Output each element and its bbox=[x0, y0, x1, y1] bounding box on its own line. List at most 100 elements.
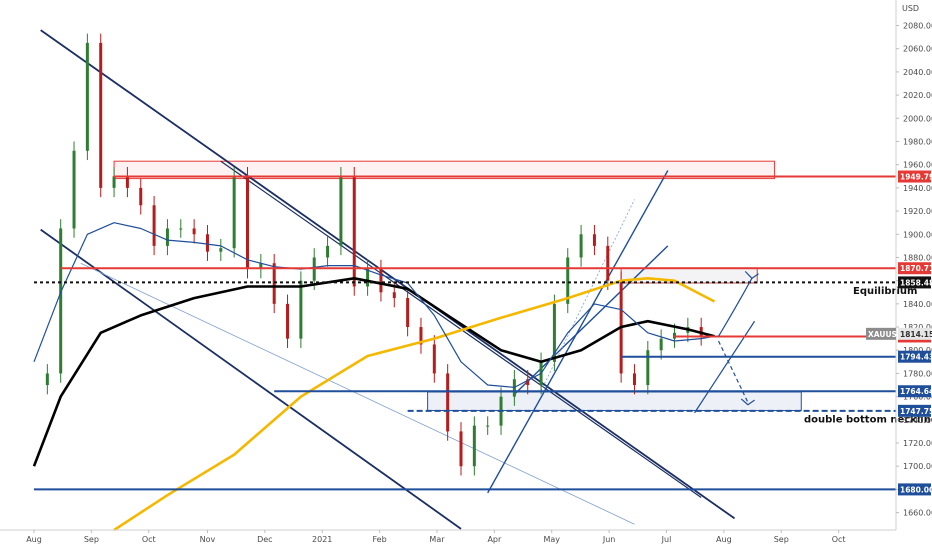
price-tick-label: 1660.00 bbox=[903, 509, 932, 518]
channel-lower-line bbox=[40, 228, 462, 530]
time-tick-label: May bbox=[543, 535, 560, 544]
candle-body bbox=[192, 228, 196, 235]
candle-body bbox=[259, 263, 263, 270]
channel-mid-line bbox=[80, 262, 635, 525]
level-price-tag bbox=[898, 483, 931, 496]
candle-body bbox=[286, 303, 290, 339]
candle-body bbox=[299, 280, 303, 339]
level-price-label: 1794.43 bbox=[900, 353, 932, 362]
price-tick-label: 2040.00 bbox=[903, 68, 932, 77]
candle-body bbox=[446, 373, 450, 432]
price-tick-label: 1720.00 bbox=[903, 439, 932, 448]
time-tick-label: 2021 bbox=[312, 535, 332, 544]
candle-body bbox=[139, 187, 143, 206]
candle-body bbox=[72, 150, 76, 229]
price-axis[interactable]: USD 1660.001680.001700.001720.001740.001… bbox=[896, 4, 932, 518]
projection-arrow-layer bbox=[717, 270, 759, 406]
candle-body bbox=[326, 245, 330, 258]
candle-body bbox=[379, 269, 383, 293]
level-price-tag bbox=[898, 385, 931, 398]
level-price-label: 1949.79 bbox=[900, 173, 932, 182]
time-tick-label: Sep bbox=[774, 535, 789, 544]
candle-body bbox=[165, 228, 169, 246]
candle-body bbox=[152, 205, 156, 246]
demand-zone bbox=[427, 391, 802, 412]
price-tick-label: 1840.00 bbox=[903, 300, 932, 309]
bullish-projection-arrow bbox=[718, 278, 753, 337]
level-price-label: 1747.75 bbox=[900, 407, 932, 416]
time-tick-label: Jul bbox=[661, 535, 672, 544]
time-tick-label: Aug bbox=[716, 535, 732, 544]
time-tick-label: Oct bbox=[832, 535, 846, 544]
level-price-tag bbox=[898, 170, 931, 183]
bearish-projection-arrow bbox=[717, 340, 749, 403]
time-tick-label: Apr bbox=[487, 535, 502, 544]
candle-body bbox=[552, 303, 556, 362]
candle-body bbox=[85, 42, 89, 151]
equilibrium-label: Equilibrium bbox=[853, 286, 917, 297]
current-price-label: 1814.15 bbox=[900, 330, 932, 339]
candle-body bbox=[659, 338, 663, 351]
price-tick-label: 1820.00 bbox=[903, 323, 932, 332]
moving-average-line bbox=[33, 222, 715, 388]
level-price-label: 1680.00 bbox=[900, 485, 932, 494]
time-tick-label: Mar bbox=[429, 535, 445, 544]
time-tick-label: Aug bbox=[26, 535, 42, 544]
candle-body bbox=[632, 373, 636, 386]
candle-body bbox=[646, 350, 650, 386]
candle-body bbox=[59, 228, 63, 374]
channel-upper-line bbox=[40, 29, 736, 520]
trendline-layer bbox=[40, 29, 756, 530]
candle-body bbox=[246, 176, 249, 270]
bearish-arrow-head bbox=[740, 398, 755, 406]
level-price-tag bbox=[898, 276, 931, 289]
price-tick-label: 1940.00 bbox=[903, 184, 932, 193]
candle-body bbox=[352, 176, 356, 287]
candle-body bbox=[486, 425, 490, 427]
symbol-tag bbox=[866, 327, 896, 340]
candle-body bbox=[125, 176, 129, 188]
currency-label: USD bbox=[902, 4, 919, 13]
candle-body bbox=[606, 245, 610, 281]
rising-channel-left bbox=[487, 170, 669, 494]
candle-body bbox=[419, 327, 423, 345]
candle-body bbox=[339, 176, 343, 246]
annotation-layer: Equilibrium double bottom neckline bbox=[804, 286, 932, 426]
time-axis[interactable]: Aug Sep Oct Nov Dec 2021 Feb Mar Apr May Jun Jul Aug… bbox=[26, 530, 846, 544]
supply-zone-middle bbox=[620, 267, 758, 284]
candle-body bbox=[99, 42, 103, 188]
level-price-tag bbox=[898, 350, 931, 363]
candle-body bbox=[392, 292, 396, 299]
price-tick-label: 2020.00 bbox=[903, 91, 932, 100]
moving-average-line bbox=[32, 277, 715, 467]
candle-body bbox=[179, 228, 183, 230]
level-price-label: 1764.64 bbox=[900, 387, 932, 396]
candle-body bbox=[526, 379, 530, 386]
candle-body bbox=[45, 373, 49, 386]
price-tick-label: 1740.00 bbox=[903, 416, 932, 425]
double-bottom-neckline-label: double bottom neckline bbox=[804, 415, 932, 426]
price-tick-label: 1900.00 bbox=[903, 230, 932, 239]
level-layer bbox=[34, 175, 896, 491]
price-tick-label: 2080.00 bbox=[903, 22, 932, 31]
time-tick-label: Jun bbox=[602, 535, 616, 544]
candle-body bbox=[459, 431, 463, 467]
series-layer bbox=[32, 222, 716, 532]
level-price-tag bbox=[898, 404, 931, 417]
candle-layer bbox=[45, 33, 703, 476]
candle-body bbox=[232, 176, 236, 249]
candle-body bbox=[579, 234, 583, 258]
current-price-tag bbox=[898, 327, 931, 340]
time-tick-label: Nov bbox=[200, 535, 216, 544]
price-tick-label: 2060.00 bbox=[903, 45, 932, 54]
candle-body bbox=[472, 425, 476, 467]
rising-channel-dotted bbox=[540, 199, 635, 392]
price-tag-layer: 1949.791870.711858.481811.891794.431764.… bbox=[866, 170, 932, 496]
price-tick-label: 1700.00 bbox=[903, 462, 932, 471]
price-tick-label: 1780.00 bbox=[903, 369, 932, 378]
level-price-label: 1858.48 bbox=[900, 278, 932, 287]
bullish-arrow-head bbox=[744, 270, 759, 280]
time-tick-label: Feb bbox=[373, 535, 387, 544]
